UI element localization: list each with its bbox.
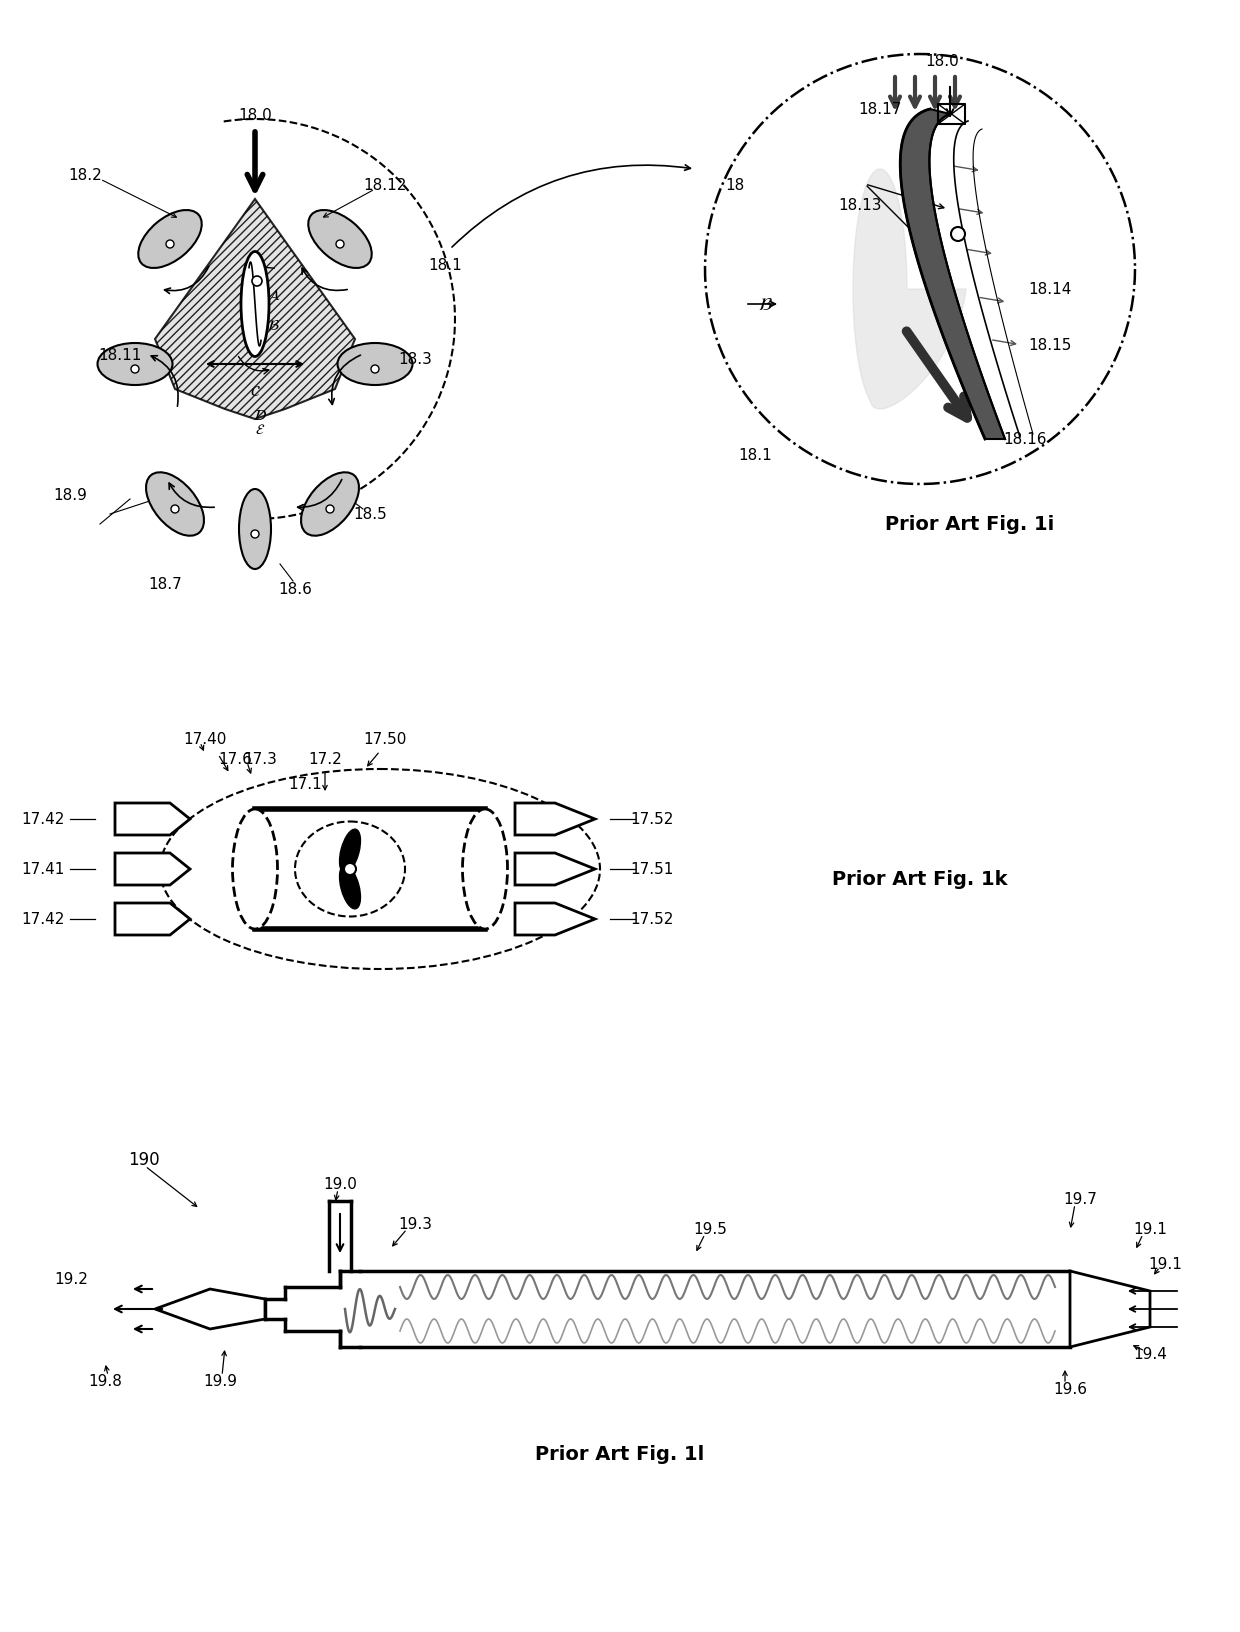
Text: 19.7: 19.7 (1063, 1191, 1097, 1206)
Text: 17.41: 17.41 (21, 862, 64, 876)
Text: $\mathcal{B}$: $\mathcal{B}$ (267, 317, 279, 333)
Ellipse shape (239, 490, 272, 570)
Circle shape (326, 506, 334, 514)
Circle shape (951, 228, 965, 242)
Text: 18: 18 (725, 178, 745, 193)
Text: Prior Art Fig. 1k: Prior Art Fig. 1k (832, 870, 1008, 889)
Polygon shape (155, 199, 355, 419)
Ellipse shape (463, 809, 507, 930)
Ellipse shape (146, 473, 203, 537)
Text: 17.1: 17.1 (288, 777, 322, 792)
Text: 17.51: 17.51 (630, 862, 673, 876)
Text: 18.15: 18.15 (1028, 338, 1071, 353)
Text: 18.9: 18.9 (53, 488, 87, 503)
Ellipse shape (301, 473, 358, 537)
Ellipse shape (241, 253, 269, 357)
Text: $\mathcal{B}$: $\mathcal{B}$ (758, 295, 773, 313)
Text: 18.17: 18.17 (858, 103, 901, 118)
Ellipse shape (340, 829, 361, 873)
Text: 18.14: 18.14 (1028, 282, 1071, 297)
Circle shape (250, 530, 259, 539)
Ellipse shape (309, 211, 372, 269)
Polygon shape (115, 904, 190, 935)
Text: 19.0: 19.0 (324, 1177, 357, 1191)
Ellipse shape (98, 344, 172, 385)
Text: 17.42: 17.42 (21, 912, 64, 927)
Circle shape (336, 242, 343, 248)
Text: 18.0: 18.0 (925, 54, 959, 70)
Text: $\mathcal{C}$: $\mathcal{C}$ (249, 384, 260, 400)
Polygon shape (853, 170, 966, 410)
Text: 17.52: 17.52 (630, 912, 673, 927)
Text: 19.1: 19.1 (1133, 1222, 1167, 1237)
Text: $\mathcal{D}$: $\mathcal{D}$ (253, 408, 267, 423)
Text: $\mathcal{A}$: $\mathcal{A}$ (265, 287, 280, 302)
Text: 18.2: 18.2 (68, 168, 102, 183)
Text: 19.1: 19.1 (1148, 1257, 1182, 1271)
Text: 19.4: 19.4 (1133, 1346, 1167, 1361)
Text: 18.1: 18.1 (738, 447, 771, 462)
Polygon shape (115, 803, 190, 836)
Text: 19.3: 19.3 (398, 1217, 432, 1232)
Text: 17.40: 17.40 (184, 733, 227, 747)
Text: 17.6: 17.6 (218, 752, 252, 767)
Text: 18.6: 18.6 (278, 583, 312, 597)
Text: 18.7: 18.7 (148, 578, 182, 592)
Ellipse shape (340, 865, 361, 909)
Text: 19.9: 19.9 (203, 1374, 237, 1389)
Circle shape (171, 506, 179, 514)
Text: 18.13: 18.13 (838, 197, 882, 212)
Text: Prior Art Fig. 1i: Prior Art Fig. 1i (885, 516, 1055, 534)
Text: 17.3: 17.3 (243, 752, 277, 767)
Polygon shape (1070, 1271, 1149, 1346)
Text: 17.2: 17.2 (308, 752, 342, 767)
Circle shape (252, 277, 262, 287)
Text: $\mathcal{E}$: $\mathcal{E}$ (255, 423, 265, 437)
Circle shape (131, 366, 139, 374)
Bar (255, 809, 485, 930)
Polygon shape (900, 109, 1004, 439)
Polygon shape (515, 904, 595, 935)
Polygon shape (155, 1289, 265, 1328)
Polygon shape (515, 803, 595, 836)
Text: 17.50: 17.50 (363, 733, 407, 747)
Text: 19.2: 19.2 (55, 1271, 88, 1286)
Text: 19.5: 19.5 (693, 1222, 727, 1237)
Text: 18.3: 18.3 (398, 353, 432, 367)
Text: 19.8: 19.8 (88, 1374, 122, 1389)
Text: 17.42: 17.42 (21, 813, 64, 827)
Polygon shape (515, 854, 595, 886)
Text: 18.0: 18.0 (238, 108, 272, 122)
Text: 18.1: 18.1 (428, 258, 461, 273)
Text: 18.11: 18.11 (98, 348, 141, 362)
Ellipse shape (337, 344, 413, 385)
Ellipse shape (233, 809, 278, 930)
Text: 18.5: 18.5 (353, 508, 387, 522)
Text: Prior Art Fig. 1l: Prior Art Fig. 1l (536, 1444, 704, 1464)
Circle shape (166, 242, 174, 248)
Circle shape (371, 366, 379, 374)
Text: 18.16: 18.16 (1003, 432, 1047, 447)
Text: 18.12: 18.12 (363, 178, 407, 193)
Text: 19.6: 19.6 (1053, 1382, 1087, 1397)
Text: 190: 190 (128, 1151, 160, 1169)
Ellipse shape (139, 211, 202, 269)
Polygon shape (115, 854, 190, 886)
Text: 17.52: 17.52 (630, 813, 673, 827)
Circle shape (343, 863, 356, 875)
